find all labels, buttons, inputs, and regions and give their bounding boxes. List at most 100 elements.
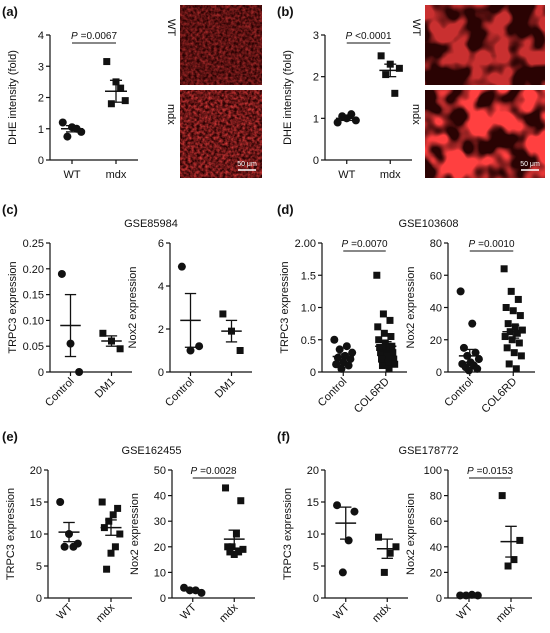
data-point (373, 271, 381, 279)
data-point (239, 545, 247, 553)
data-point (474, 355, 483, 364)
data-point (504, 562, 512, 570)
data-point (505, 360, 513, 368)
data-point (58, 118, 67, 127)
data-point (103, 565, 111, 573)
x-tick-label: Control (442, 376, 476, 410)
data-point (395, 64, 403, 72)
y-tick-label: 0 (313, 593, 319, 605)
data-point (226, 548, 234, 556)
x-tick-label: DM1 (213, 376, 238, 401)
y-tick-label: 30 (154, 516, 166, 528)
data-point (116, 530, 124, 538)
data-point (518, 326, 526, 334)
data-point (57, 269, 66, 278)
p-number: <0.0001 (355, 31, 392, 42)
x-tick-label: mdx (380, 169, 401, 181)
x-tick-label: WT (331, 601, 352, 622)
p-label: P (341, 239, 348, 250)
data-point (500, 265, 508, 273)
x-tick-label: mdx (370, 601, 394, 625)
data-point (507, 287, 515, 295)
data-point (389, 349, 397, 357)
y-tick-label: 1.0 (301, 303, 316, 315)
panel-label: (e) (2, 429, 18, 444)
y-tick-label: 0 (160, 593, 166, 605)
y-tick-label: 20 (154, 542, 166, 554)
data-point (347, 110, 356, 119)
y-tick-label: 10 (307, 529, 319, 541)
p-label: P (190, 466, 197, 477)
data-point (385, 365, 393, 373)
data-point (464, 366, 473, 375)
data-point (330, 335, 339, 344)
panel-label: (f) (277, 429, 290, 444)
p-value: P =0.0070 (341, 239, 388, 250)
y-tick-label: 100 (424, 465, 442, 477)
data-point (105, 517, 113, 525)
micrograph-texture (425, 5, 545, 85)
data-point (504, 320, 512, 328)
data-point (387, 333, 395, 341)
y-tick-label: 0.5 (301, 335, 316, 347)
data-point (69, 542, 78, 551)
y-tick-label: 40 (154, 491, 166, 503)
p-value: P =0.0028 (190, 466, 237, 477)
panel-label: (b) (277, 4, 294, 19)
y-tick-label: 10 (154, 567, 166, 579)
data-point (378, 362, 386, 370)
y-tick-label: 20 (30, 465, 42, 477)
data-point (99, 329, 107, 337)
x-tick-label: WT (55, 601, 76, 622)
y-axis-label: TRPC3 expression (279, 261, 291, 353)
image-label: WT (410, 19, 422, 36)
data-point (236, 347, 244, 354)
data-point (338, 568, 347, 577)
y-tick-label: 3 (38, 61, 44, 73)
data-point (235, 548, 243, 556)
chart-title: GSE85984 (124, 218, 178, 230)
data-point (468, 319, 477, 328)
data-point (107, 100, 115, 108)
p-label: P (468, 239, 475, 250)
y-tick-label: 20 (430, 335, 442, 347)
y-tick-label: 1.5 (301, 270, 316, 282)
p-number: =0.0028 (200, 466, 237, 477)
chart-title: GSE103608 (399, 218, 459, 230)
image-label: WT (165, 19, 177, 36)
y-tick-label: 1 (313, 113, 319, 125)
data-point (111, 543, 119, 551)
y-axis-label: TRPC3 expression (282, 488, 294, 580)
data-point (510, 556, 518, 564)
y-tick-label: 0 (38, 155, 44, 167)
data-point (375, 533, 383, 541)
y-axis-label: Nox2 expression (129, 493, 141, 575)
data-point (392, 543, 400, 551)
data-point (509, 307, 517, 315)
data-point (116, 345, 124, 353)
data-point (378, 355, 386, 363)
y-tick-label: 20 (430, 567, 442, 579)
y-tick-label: 2 (38, 93, 44, 105)
x-tick-label: mdx (217, 601, 241, 625)
y-tick-label: 0 (313, 155, 319, 167)
chart-title: GSE178772 (399, 445, 459, 457)
y-tick-label: 4 (38, 30, 44, 42)
data-point (335, 345, 344, 354)
data-point (114, 504, 122, 512)
y-tick-label: 0 (158, 367, 164, 379)
data-point (502, 304, 510, 311)
data-point (333, 118, 342, 127)
data-point (350, 507, 359, 516)
data-point (337, 364, 346, 373)
y-axis-label: Nox2 expression (127, 267, 139, 349)
data-point (107, 549, 115, 557)
y-axis-label: DHE intensity (fold) (7, 50, 19, 145)
p-number: =0.0153 (477, 466, 514, 477)
x-tick-label: WT (338, 169, 355, 181)
data-point (377, 52, 385, 60)
y-tick-label: 0 (36, 593, 42, 605)
y-axis-label: DHE intensity (fold) (282, 50, 294, 145)
x-tick-label: DM1 (93, 376, 118, 401)
